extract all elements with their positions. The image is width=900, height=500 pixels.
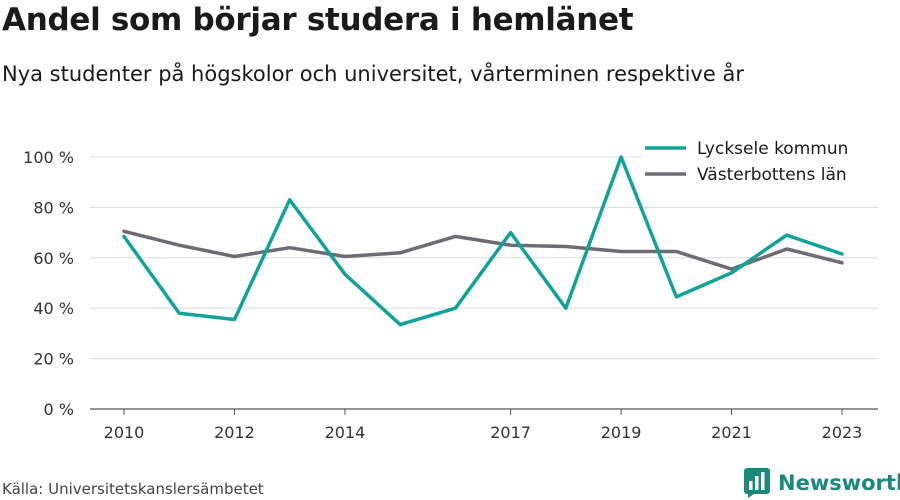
newsworthy-logo-icon	[744, 468, 770, 498]
legend-label: Västerbottens län	[697, 165, 847, 185]
x-axis-ticks: 2010 2012 2014 2017 2019 2021 2023	[104, 409, 863, 442]
x-tick-label: 2010	[104, 423, 145, 442]
y-tick-label: 0 %	[44, 400, 74, 419]
x-tick-label: 2014	[325, 423, 366, 442]
source-note: Källa: Universitetskanslersämbetet	[2, 480, 264, 498]
y-axis-ticks: 0 % 20 % 40 % 60 % 80 % 100 %	[23, 148, 74, 419]
y-tick-label: 60 %	[33, 249, 74, 268]
brand-logo: Newsworthy	[744, 468, 900, 498]
series-lines	[122, 155, 844, 327]
x-tick-label: 2017	[490, 423, 531, 442]
y-tick-label: 40 %	[33, 299, 74, 318]
series-line	[122, 229, 844, 271]
x-tick-label: 2021	[711, 423, 752, 442]
chart-legend: Lycksele kommun Västerbottens län	[642, 136, 882, 186]
y-tick-label: 20 %	[33, 350, 74, 369]
legend-label: Lycksele kommun	[697, 139, 848, 159]
x-tick-label: 2019	[601, 423, 642, 442]
x-tick-label: 2023	[822, 423, 863, 442]
chart-grid	[90, 156, 878, 410]
y-tick-label: 100 %	[23, 148, 74, 167]
x-tick-label: 2012	[214, 423, 255, 442]
brand-name: Newsworthy	[778, 471, 900, 495]
chart-subtitle: Nya studenter på högskolor och universit…	[2, 62, 744, 86]
y-tick-label: 80 %	[33, 198, 74, 217]
series-line	[122, 155, 844, 327]
chart-title: Andel som börjar studera i hemlänet	[2, 2, 634, 38]
